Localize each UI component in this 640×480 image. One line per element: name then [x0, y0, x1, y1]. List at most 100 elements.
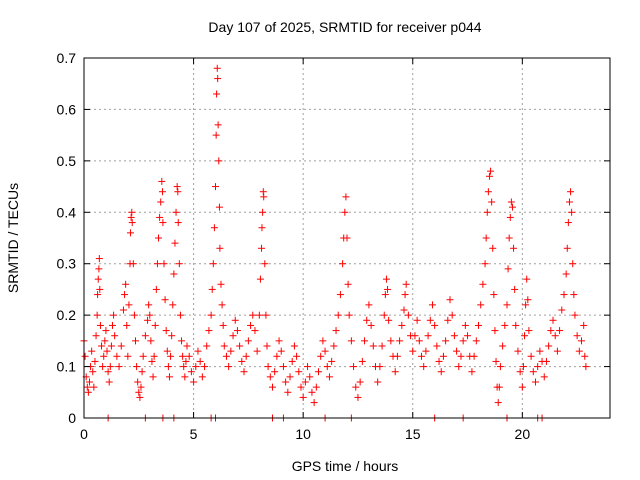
data-point: [129, 260, 137, 268]
data-point: [358, 357, 366, 365]
data-point: [426, 316, 434, 324]
data-point: [482, 234, 490, 242]
data-point: [404, 311, 412, 319]
data-point: [501, 321, 509, 329]
data-point: [568, 208, 576, 216]
data-point: [84, 388, 92, 396]
data-point: [343, 234, 351, 242]
data-point: [450, 332, 458, 340]
data-point: [212, 183, 219, 191]
data-point: [187, 368, 195, 376]
data-point: [442, 337, 450, 345]
data-point: [198, 373, 206, 381]
data-point: [137, 383, 145, 391]
data-point: [286, 373, 294, 381]
data-point: [422, 347, 430, 355]
data-point: [209, 260, 217, 268]
data-point: [505, 234, 513, 242]
data-point: [580, 321, 588, 329]
data-point: [205, 327, 213, 335]
data-point: [573, 332, 581, 340]
data-point: [88, 347, 96, 355]
data-point: [121, 291, 129, 299]
data-point: [128, 208, 136, 216]
data-point: [491, 327, 499, 335]
data-point: [578, 337, 586, 345]
data-point: [158, 177, 166, 185]
data-point: [153, 260, 161, 268]
data-point: [481, 260, 489, 268]
data-point: [148, 357, 156, 365]
data-point: [262, 311, 270, 319]
data-point: [479, 280, 487, 288]
data-point: [138, 368, 146, 376]
data-point: [385, 316, 393, 324]
data-point: [258, 244, 266, 252]
data-point: [290, 342, 298, 350]
data-point: [328, 357, 336, 365]
x-axis-ticks: 0 5 10 15 20: [80, 58, 530, 442]
data-point: [529, 368, 537, 376]
data-point: [387, 337, 395, 345]
data-point: [514, 347, 522, 355]
data-point: [339, 260, 347, 268]
data-point: [275, 337, 283, 345]
data-point: [115, 363, 123, 371]
data-point: [444, 316, 452, 324]
x-tick-label: 10: [295, 426, 311, 442]
data-point: [564, 219, 572, 227]
data-point: [264, 363, 272, 371]
y-tick-label: 0.1: [57, 359, 77, 375]
data-point: [534, 363, 542, 371]
data-point: [361, 337, 369, 345]
data-point: [218, 301, 226, 309]
data-point: [135, 388, 143, 396]
y-tick-label: 0.7: [57, 50, 77, 66]
data-point: [319, 337, 327, 345]
data-point: [173, 183, 181, 191]
data-point: [214, 121, 222, 129]
data-point: [210, 224, 218, 232]
data-point: [96, 321, 104, 329]
data-point: [400, 306, 408, 314]
data-point: [508, 203, 516, 211]
data-point: [323, 363, 331, 371]
data-point: [92, 332, 100, 340]
data-point: [103, 347, 111, 355]
data-point: [575, 347, 583, 355]
data-point: [282, 378, 290, 386]
data-point: [428, 301, 436, 309]
data-point: [147, 337, 155, 345]
data-point: [225, 363, 233, 371]
data-point: [261, 260, 269, 268]
data-point: [256, 275, 264, 283]
data-point: [150, 352, 158, 360]
data-point: [306, 373, 314, 381]
data-point: [435, 357, 443, 365]
data-point: [180, 363, 188, 371]
data-point: [556, 327, 564, 335]
data-point: [433, 342, 441, 350]
data-point: [253, 347, 261, 355]
data-point: [365, 301, 373, 309]
data-point: [196, 357, 204, 365]
data-point: [418, 352, 426, 360]
data-point: [217, 280, 225, 288]
data-point: [123, 321, 131, 329]
data-point: [336, 291, 344, 299]
data-point: [127, 213, 135, 221]
y-tick-label: 0.2: [57, 307, 77, 323]
data-point: [512, 321, 520, 329]
data-point: [89, 368, 97, 376]
data-point: [312, 383, 320, 391]
data-point: [524, 296, 532, 304]
data-point: [227, 347, 235, 355]
data-point: [363, 316, 371, 324]
data-point: [536, 347, 544, 355]
data-point: [345, 311, 353, 319]
data-point: [468, 368, 476, 376]
data-point: [215, 203, 223, 211]
data-point: [549, 316, 557, 324]
data-point: [133, 363, 141, 371]
data-point: [570, 291, 578, 299]
